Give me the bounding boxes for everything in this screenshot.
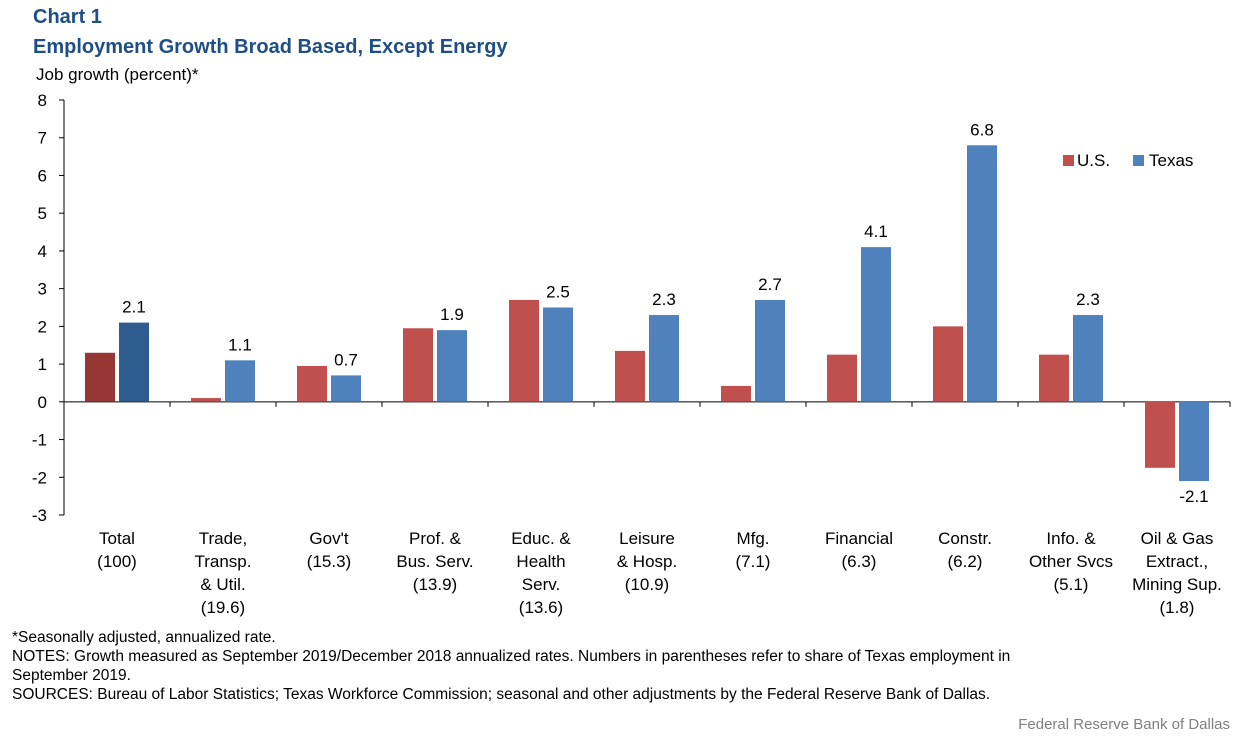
footnote: *Seasonally adjusted, annualized rate.: [12, 629, 276, 646]
notes-line-1: NOTES: Growth measured as September 2019…: [12, 648, 1011, 665]
data-label-texas: 6.8: [970, 120, 994, 139]
data-label-texas: 2.5: [546, 283, 570, 302]
x-category-label: Mining Sup.: [1132, 575, 1222, 594]
bar-texas: [1073, 315, 1103, 402]
y-tick-label: -3: [32, 506, 47, 525]
y-tick-label: 0: [38, 393, 47, 412]
bar-us: [827, 354, 857, 402]
bar-texas: [649, 315, 679, 402]
y-tick-label: 4: [38, 242, 47, 261]
bar-texas: [861, 247, 891, 402]
bar-us: [1039, 354, 1069, 402]
notes-block: *Seasonally adjusted, annualized rate. N…: [12, 628, 1232, 704]
bar-texas: [225, 360, 255, 402]
chart-number: Chart 1: [33, 6, 102, 28]
x-category-label: (15.3): [307, 552, 351, 571]
x-category-label: (6.3): [842, 552, 877, 571]
bar-us: [1145, 401, 1175, 468]
x-category-label: Extract.,: [1146, 552, 1208, 571]
x-category-label: Prof. &: [409, 529, 462, 548]
legend-label-texas: Texas: [1149, 151, 1193, 170]
x-category-label: Gov't: [309, 529, 348, 548]
bar-texas: [1179, 401, 1209, 482]
data-label-texas: 2.1: [122, 298, 146, 317]
bar-texas: [543, 307, 573, 402]
x-category-label: Info. &: [1046, 529, 1096, 548]
y-tick-label: 2: [38, 317, 47, 336]
bar-us: [85, 352, 115, 402]
x-category-label: Total: [99, 529, 135, 548]
chart-title: Employment Growth Broad Based, Except En…: [33, 36, 508, 58]
x-category-label: Constr.: [938, 529, 992, 548]
x-category-label: Mfg.: [736, 529, 769, 548]
x-category-label: (100): [97, 552, 137, 571]
x-category-label: (13.6): [519, 598, 563, 617]
x-category-label: Educ. &: [511, 529, 571, 548]
notes-line-2: September 2019.: [12, 667, 131, 684]
x-category-label: (10.9): [625, 575, 669, 594]
bar-us: [403, 328, 433, 402]
y-tick-label: 1: [38, 355, 47, 374]
y-tick-label: -1: [32, 431, 47, 450]
data-label-texas: 2.3: [652, 290, 676, 309]
y-tick-label: 3: [38, 280, 47, 299]
x-category-label: (5.1): [1054, 575, 1089, 594]
y-tick-label: 8: [38, 91, 47, 110]
bar-us: [297, 365, 327, 402]
y-tick-label: 6: [38, 166, 47, 185]
bar-texas: [437, 330, 467, 402]
x-category-label: Financial: [825, 529, 893, 548]
legend-swatch-us: [1063, 155, 1074, 166]
x-category-label: Other Svcs: [1029, 552, 1113, 571]
data-label-texas: 0.7: [334, 350, 358, 369]
bar-us: [933, 326, 963, 402]
x-category-label: Trade,: [199, 529, 248, 548]
data-label-texas: 1.9: [440, 305, 464, 324]
y-tick-label: -2: [32, 468, 47, 487]
x-category-label: Oil & Gas: [1141, 529, 1214, 548]
legend-swatch-texas: [1133, 155, 1144, 166]
y-axis-label: Job growth (percent)*: [36, 65, 199, 84]
y-tick-label: 7: [38, 129, 47, 148]
x-category-label: Transp.: [194, 552, 251, 571]
bar-us: [721, 385, 751, 402]
source-credit: Federal Reserve Bank of Dallas: [1018, 716, 1230, 733]
x-category-label: Bus. Serv.: [396, 552, 473, 571]
bar-texas: [119, 322, 149, 402]
bar-texas: [967, 145, 997, 402]
x-category-label: Health: [516, 552, 565, 571]
x-category-label: & Hosp.: [617, 552, 677, 571]
x-category-label: (1.8): [1160, 598, 1195, 617]
bar-us: [191, 398, 221, 402]
data-label-texas: 2.3: [1076, 290, 1100, 309]
x-category-label: (19.6): [201, 598, 245, 617]
x-category-label: Leisure: [619, 529, 675, 548]
bar-texas: [331, 375, 361, 402]
data-label-texas: 4.1: [864, 222, 888, 241]
bar-chart: -3 -2 -1 0 1 2 3 4 5 6 7 8 2.1 Total (100) 1.1 Trade, Tra…: [32, 91, 1231, 617]
x-category-label: (6.2): [948, 552, 983, 571]
bar-us: [615, 350, 645, 402]
x-category-label: (7.1): [736, 552, 771, 571]
y-tick-label: 5: [38, 204, 47, 223]
data-label-texas: 1.1: [228, 335, 252, 354]
x-category-label: Serv.: [522, 575, 560, 594]
bar-us: [509, 299, 539, 402]
x-category-label: (13.9): [413, 575, 457, 594]
bar-texas: [755, 299, 785, 402]
data-label-texas: -2.1: [1179, 487, 1208, 506]
sources: SOURCES: Bureau of Labor Statistics; Tex…: [12, 686, 991, 703]
data-label-texas: 2.7: [758, 275, 782, 294]
x-category-label: & Util.: [200, 575, 245, 594]
legend-label-us: U.S.: [1077, 151, 1110, 170]
